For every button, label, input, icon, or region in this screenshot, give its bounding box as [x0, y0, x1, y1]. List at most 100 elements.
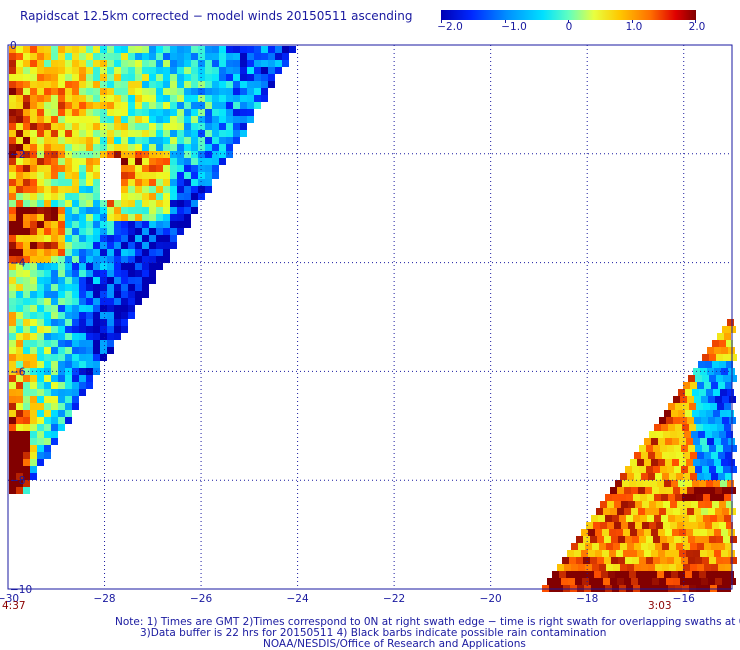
swath-cell [44, 270, 51, 277]
swath-cell [65, 305, 72, 312]
swath-cell [30, 123, 37, 130]
swath-cell [107, 116, 114, 123]
swath-cell [275, 67, 282, 74]
swath-cell [9, 466, 16, 473]
swath-cell [665, 459, 672, 466]
swath-cell [30, 81, 37, 88]
swath-cell [58, 207, 65, 214]
swath-cell [23, 228, 30, 235]
swath-cell [142, 67, 149, 74]
swath-cell [667, 536, 674, 543]
swath-cell [9, 172, 16, 179]
swath-cell [86, 221, 93, 228]
swath-cell [128, 116, 135, 123]
swath-cell [114, 102, 121, 109]
swath-cell [715, 487, 722, 494]
swath-cell [142, 235, 149, 242]
swath-cell [44, 214, 51, 221]
swath-cell [644, 459, 651, 466]
swath-cell [16, 256, 23, 263]
swath-cell [233, 130, 240, 137]
swath-cell [657, 571, 664, 578]
swath-cell [275, 46, 282, 53]
swath-cell [725, 452, 732, 459]
swath-cell [717, 515, 724, 522]
swath-cell [644, 529, 651, 536]
swath-cell [9, 207, 16, 214]
swath-cell [30, 88, 37, 95]
swath-cell [72, 172, 79, 179]
swath-cell [590, 536, 597, 543]
swath-cell [9, 186, 16, 193]
swath-cell [9, 354, 16, 361]
swath-cell [44, 263, 51, 270]
swath-cell [100, 102, 107, 109]
swath-cell [628, 522, 635, 529]
swath-cell [86, 347, 93, 354]
swath-cell [689, 403, 696, 410]
swath-cell [142, 123, 149, 130]
swath-cell [625, 557, 632, 564]
swath-cell [23, 88, 30, 95]
swath-cell [100, 291, 107, 298]
swath-cell [704, 473, 711, 480]
swath-cell [51, 361, 58, 368]
swath-cell [79, 382, 86, 389]
swath-cell [121, 88, 128, 95]
swath-cell [149, 193, 156, 200]
swath-cell [163, 74, 170, 81]
swath-cell [23, 277, 30, 284]
swath-cell [16, 270, 23, 277]
swath-cell [58, 109, 65, 116]
swath-cell [23, 221, 30, 228]
swath-cell [16, 60, 23, 67]
swath-cell [86, 67, 93, 74]
swath-cell [86, 193, 93, 200]
swath-cell [177, 158, 184, 165]
swath-cell [44, 312, 51, 319]
swath-cell [37, 361, 44, 368]
swath-cell [121, 109, 128, 116]
swath-cell [121, 60, 128, 67]
swath-cell [121, 81, 128, 88]
swath-cell [30, 417, 37, 424]
swath-cell [58, 81, 65, 88]
swath-cell [632, 466, 639, 473]
swath-cell [559, 571, 566, 578]
swath-cell [37, 228, 44, 235]
swath-cell [616, 550, 623, 557]
swath-cell [9, 291, 16, 298]
swath-cell [16, 88, 23, 95]
swath-cell [86, 123, 93, 130]
swath-cell [72, 361, 79, 368]
swath-cell [219, 116, 226, 123]
swath-cell [51, 67, 58, 74]
swath-cell [16, 466, 23, 473]
swath-cell [37, 256, 44, 263]
swath-cell [79, 270, 86, 277]
swath-cell [156, 95, 163, 102]
swath-cell [58, 326, 65, 333]
swath-cell [121, 102, 128, 109]
swath-cell [100, 109, 107, 116]
swath-cell [646, 466, 653, 473]
swath-cell [650, 571, 657, 578]
swath-cell [638, 508, 645, 515]
swath-cell [51, 396, 58, 403]
swath-cell [86, 305, 93, 312]
swath-cell [604, 536, 611, 543]
swath-cell [37, 277, 44, 284]
swath-cell [93, 109, 100, 116]
swath-cell [121, 263, 128, 270]
swath-cell [610, 487, 617, 494]
swath-cell [233, 74, 240, 81]
swath-cell [135, 235, 142, 242]
swath-cell [697, 564, 704, 571]
swath-cell [16, 179, 23, 186]
swath-cell [156, 81, 163, 88]
swath-cell [678, 389, 685, 396]
swath-cell [676, 473, 683, 480]
swath-cell [659, 417, 666, 424]
swath-cell [149, 200, 156, 207]
swath-cell [23, 438, 30, 445]
